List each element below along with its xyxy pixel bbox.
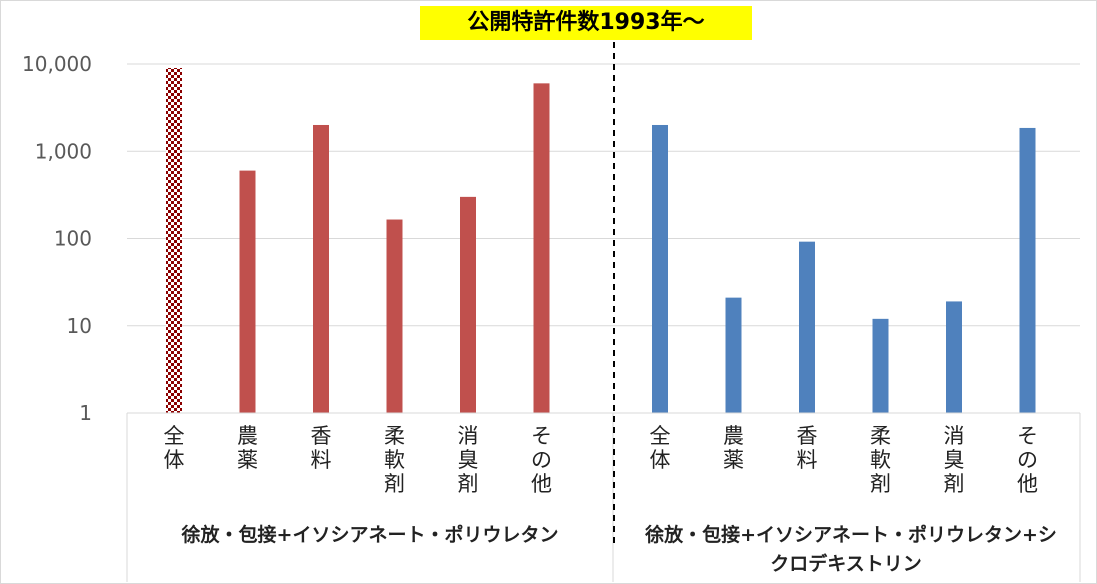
- bar: [460, 196, 476, 413]
- bar: [166, 67, 182, 413]
- gridlines: [127, 63, 1080, 414]
- category-label: 香料: [797, 424, 818, 472]
- category-label: その他: [1017, 424, 1038, 496]
- bar: [946, 301, 962, 413]
- category-label: 消臭剤: [458, 424, 479, 496]
- category-label: 全体: [650, 424, 671, 472]
- category-label: 農薬: [237, 424, 258, 472]
- bar: [652, 124, 668, 413]
- bar: [725, 297, 742, 413]
- bar: [313, 124, 329, 413]
- bar: [239, 170, 256, 413]
- group-label: 徐放・包接+イソシアネート・ポリウレタン+シ: [644, 523, 1057, 546]
- group-label: 徐放・包接+イソシアネート・ポリウレタン: [181, 523, 559, 546]
- y-tick-label: 100: [54, 227, 92, 251]
- bar: [533, 83, 550, 414]
- y-axis-ticks: 1 10 100 1,000 10,000: [22, 52, 92, 425]
- category-label: 柔軟剤: [870, 424, 891, 496]
- category-label: 消臭剤: [944, 424, 965, 496]
- category-label: 香料: [311, 424, 332, 472]
- bar: [872, 318, 889, 413]
- group-label: クロデキストリン: [770, 552, 921, 575]
- axes: [126, 42, 1081, 582]
- chart-title: 公開特許件数1993年～: [420, 6, 752, 40]
- y-tick-label: 1: [79, 401, 92, 425]
- category-label: その他: [531, 424, 552, 496]
- category-label: 農薬: [723, 424, 744, 472]
- bar: [799, 241, 815, 413]
- y-tick-label: 1,000: [35, 139, 92, 163]
- bars: [166, 67, 1036, 414]
- group-labels: 徐放・包接+イソシアネート・ポリウレタン 徐放・包接+イソシアネート・ポリウレタン…: [181, 523, 1057, 575]
- category-label: 柔軟剤: [384, 424, 405, 496]
- bar: [386, 219, 403, 413]
- category-label: 全体: [164, 424, 185, 472]
- y-tick-label: 10: [67, 314, 92, 338]
- bar: [1019, 127, 1036, 413]
- category-labels: 全体 農薬 香料 柔軟剤 消臭剤 その他 全体 農薬 香料 柔軟剤 消臭剤 その他: [164, 424, 1039, 496]
- y-tick-label: 10,000: [22, 52, 92, 76]
